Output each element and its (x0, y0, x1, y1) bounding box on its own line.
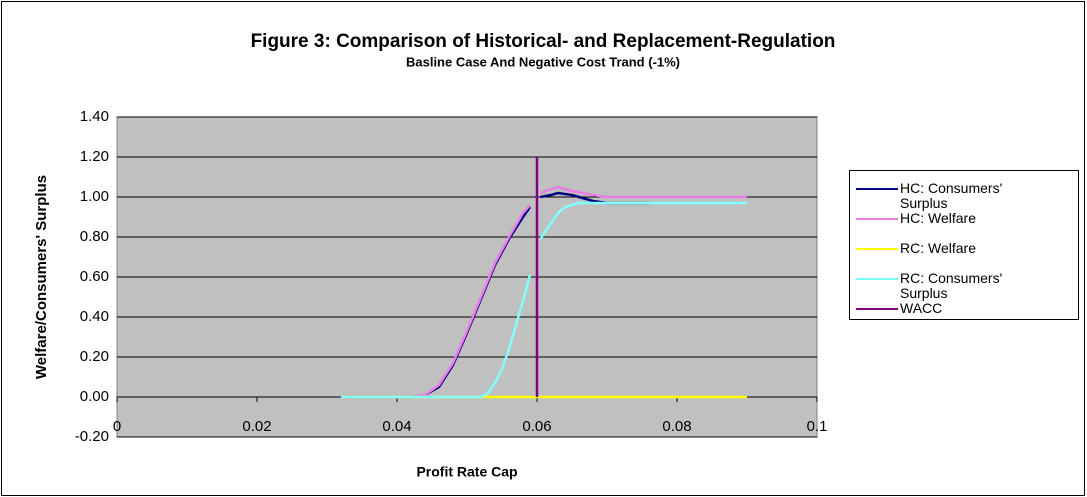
y-tick-label: 0.20 (80, 348, 109, 365)
series-line (539, 201, 747, 240)
chart-title: Figure 3: Comparison of Historical- and … (251, 31, 836, 52)
x-tick-label: 0.02 (242, 418, 271, 435)
legend-swatch (856, 308, 898, 310)
legend-label: WACC (900, 300, 943, 316)
x-tick-label: 0.08 (662, 418, 691, 435)
legend-label: HC: Welfare (900, 210, 976, 226)
series-line (540, 185, 747, 199)
y-tick-label: -0.20 (75, 428, 109, 445)
legend-swatch (856, 248, 898, 250)
x-tick-label: 0.1 (807, 418, 828, 435)
x-tick-label: 0.04 (382, 418, 411, 435)
y-tick-label: 0.80 (80, 228, 109, 245)
legend-label: RC: Consumers' Surplus (900, 270, 1003, 301)
y-tick-label: 0.60 (80, 268, 109, 285)
y-axis-label: Welfare/Consumers' Surplus (33, 175, 50, 379)
x-tick-label: 0 (113, 418, 121, 435)
chart-subtitle: Basline Case And Negative Cost Trand (-1… (406, 54, 680, 69)
y-tick-label: 1.00 (80, 188, 109, 205)
y-tick-label: 1.20 (80, 148, 109, 165)
y-tick-label: 0.00 (80, 388, 109, 405)
x-tick-label: 0.06 (522, 418, 551, 435)
y-tick-label: 0.40 (80, 308, 109, 325)
legend-swatch (856, 278, 898, 280)
legend: HC: Consumers' Surplus HC: Welfare RC: Wel… (849, 170, 1079, 320)
legend-label: HC: Consumers' Surplus (900, 180, 1003, 211)
y-tick-label: 1.40 (80, 108, 109, 125)
legend-label: RC: Welfare (900, 240, 976, 256)
series-line (341, 274, 532, 399)
x-axis-label: Profit Rate Cap (416, 464, 517, 480)
legend-swatch (856, 188, 898, 190)
legend-swatch (856, 218, 898, 220)
